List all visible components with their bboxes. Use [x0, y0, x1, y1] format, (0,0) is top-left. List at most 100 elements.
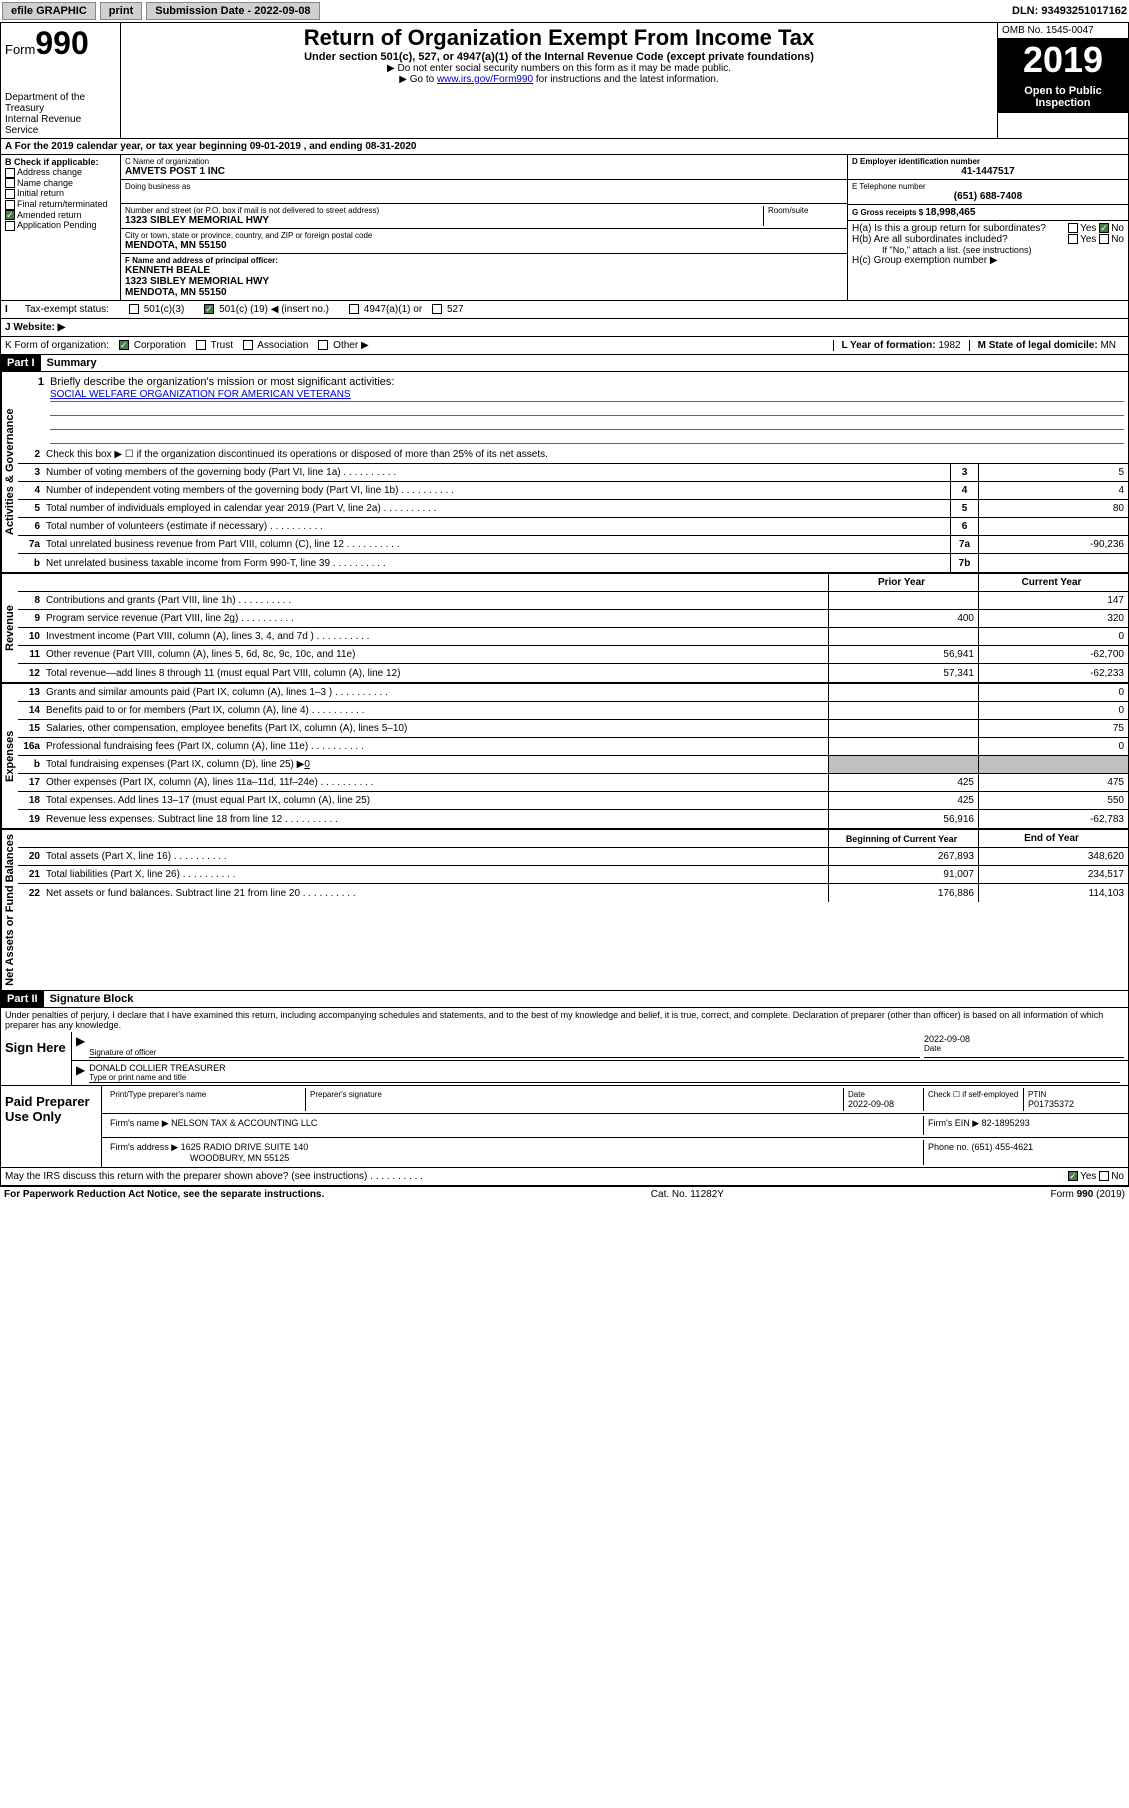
- l22: Net assets or fund balances. Subtract li…: [46, 886, 828, 901]
- amended-checkbox[interactable]: [5, 210, 15, 220]
- l17p: 425: [828, 774, 978, 791]
- paid-preparer: Paid Preparer Use Only Print/Type prepar…: [1, 1086, 1128, 1168]
- ptin: P01735372: [1028, 1099, 1120, 1109]
- hc-label: H(c) Group exemption number ▶: [852, 255, 1124, 266]
- org-city: MENDOTA, MN 55150: [125, 240, 843, 251]
- l1-label: Briefly describe the organization's miss…: [50, 376, 394, 388]
- final-checkbox[interactable]: [5, 200, 15, 210]
- name-change-checkbox[interactable]: [5, 178, 15, 188]
- l16b: Total fundraising expenses (Part IX, col…: [46, 757, 828, 772]
- info-grid: B Check if applicable: Address change Na…: [1, 155, 1128, 301]
- gross-value: 18,998,465: [925, 207, 975, 218]
- l16ac: 0: [978, 738, 1128, 755]
- open-public: Open to Public Inspection: [998, 81, 1128, 113]
- phone-label: E Telephone number: [852, 182, 1124, 191]
- l9p: 400: [828, 610, 978, 627]
- trust-checkbox[interactable]: [196, 340, 206, 350]
- l15: Salaries, other compensation, employee b…: [46, 721, 828, 736]
- l8c: 147: [978, 592, 1128, 609]
- app-pending-checkbox[interactable]: [5, 221, 15, 231]
- ha-label: H(a) Is this a group return for subordin…: [852, 223, 1046, 234]
- form990-link[interactable]: www.irs.gov/Form990: [437, 74, 533, 85]
- l18c: 550: [978, 792, 1128, 809]
- l21p: 91,007: [828, 866, 978, 883]
- l20c: 348,620: [978, 848, 1128, 865]
- part2-header: Part II Signature Block: [1, 991, 1128, 1008]
- ha-no[interactable]: [1099, 223, 1109, 233]
- l20p: 267,893: [828, 848, 978, 865]
- l9c: 320: [978, 610, 1128, 627]
- form-number: 990: [35, 25, 88, 61]
- 527-checkbox[interactable]: [432, 304, 442, 314]
- vtab-exp: Expenses: [1, 684, 18, 828]
- firm-ein: 82-1895293: [982, 1118, 1030, 1128]
- l3v: 5: [978, 464, 1128, 481]
- discuss-no[interactable]: [1099, 1171, 1109, 1181]
- revenue-section: Revenue Prior YearCurrent Year 8Contribu…: [1, 574, 1128, 684]
- cat-no: Cat. No. 11282Y: [651, 1189, 724, 1200]
- dln: DLN: 93493251017162: [1012, 5, 1127, 17]
- other-checkbox[interactable]: [318, 340, 328, 350]
- activities-governance: Activities & Governance 1Briefly describ…: [1, 372, 1128, 574]
- l8: Contributions and grants (Part VIII, lin…: [46, 593, 828, 608]
- officer-city: MENDOTA, MN 55150: [125, 287, 843, 298]
- signer-name-label: Type or print name and title: [89, 1073, 1120, 1082]
- l7av: -90,236: [978, 536, 1128, 553]
- org-addr: 1323 SIBLEY MEMORIAL HWY: [125, 215, 763, 226]
- room-label: Room/suite: [768, 206, 843, 215]
- l14c: 0: [978, 702, 1128, 719]
- l5v: 80: [978, 500, 1128, 517]
- begin-year-header: Beginning of Current Year: [828, 830, 978, 847]
- l13c: 0: [978, 684, 1128, 701]
- discuss-yes[interactable]: [1068, 1171, 1078, 1181]
- l21c: 234,517: [978, 866, 1128, 883]
- l16a: Professional fundraising fees (Part IX, …: [46, 739, 828, 754]
- l3: Number of voting members of the governin…: [46, 465, 950, 480]
- vtab-rev: Revenue: [1, 574, 18, 682]
- l17: Other expenses (Part IX, column (A), lin…: [46, 775, 828, 790]
- city-label: City or town, state or province, country…: [125, 231, 843, 240]
- ha-yes[interactable]: [1068, 223, 1078, 233]
- dept-label: Department of the Treasury: [5, 92, 116, 114]
- l7a: Total unrelated business revenue from Pa…: [46, 537, 950, 552]
- 501c-checkbox[interactable]: [204, 304, 214, 314]
- 4947-checkbox[interactable]: [349, 304, 359, 314]
- mission-link[interactable]: SOCIAL WELFARE ORGANIZATION FOR AMERICAN…: [50, 389, 351, 400]
- firm-addr2: WOODBURY, MN 55125: [190, 1153, 289, 1163]
- l11c: -62,700: [978, 646, 1128, 663]
- org-name-label: C Name of organization: [125, 157, 843, 166]
- l15c: 75: [978, 720, 1128, 737]
- topbar: efile GRAPHIC print Submission Date - 20…: [0, 0, 1129, 22]
- l14: Benefits paid to or for members (Part IX…: [46, 703, 828, 718]
- officer-name: KENNETH BEALE: [125, 265, 843, 276]
- hb-no[interactable]: [1099, 234, 1109, 244]
- form-ref: Form 990 (2019): [1051, 1189, 1125, 1200]
- l11p: 56,941: [828, 646, 978, 663]
- l13: Grants and similar amounts paid (Part IX…: [46, 685, 828, 700]
- l19: Revenue less expenses. Subtract line 18 …: [46, 812, 828, 827]
- l7bv: [978, 554, 1128, 572]
- initial-checkbox[interactable]: [5, 189, 15, 199]
- submission-date: Submission Date - 2022-09-08: [146, 2, 319, 20]
- dba-label: Doing business as: [125, 182, 843, 191]
- print-button[interactable]: print: [100, 2, 142, 20]
- org-name: AMVETS POST 1 INC: [125, 166, 843, 177]
- l12: Total revenue—add lines 8 through 11 (mu…: [46, 666, 828, 681]
- corp-checkbox[interactable]: [119, 340, 129, 350]
- hb-yes[interactable]: [1068, 234, 1078, 244]
- vtab-ag: Activities & Governance: [1, 372, 18, 572]
- declaration: Under penalties of perjury, I declare th…: [1, 1008, 1128, 1032]
- l12c: -62,233: [978, 664, 1128, 682]
- 501c3-checkbox[interactable]: [129, 304, 139, 314]
- prior-year-header: Prior Year: [828, 574, 978, 591]
- assoc-checkbox[interactable]: [243, 340, 253, 350]
- addr-change-checkbox[interactable]: [5, 168, 15, 178]
- addr-label: Number and street (or P.O. box if mail i…: [125, 206, 763, 215]
- l17c: 475: [978, 774, 1128, 791]
- l18p: 425: [828, 792, 978, 809]
- l4: Number of independent voting members of …: [46, 483, 950, 498]
- efile-label: efile GRAPHIC: [2, 2, 96, 20]
- vtab-net: Net Assets or Fund Balances: [1, 830, 18, 990]
- tax-exempt-row: I Tax-exempt status: 501(c)(3) 501(c) (1…: [1, 301, 1128, 319]
- hb-label: H(b) Are all subordinates included?: [852, 234, 1008, 245]
